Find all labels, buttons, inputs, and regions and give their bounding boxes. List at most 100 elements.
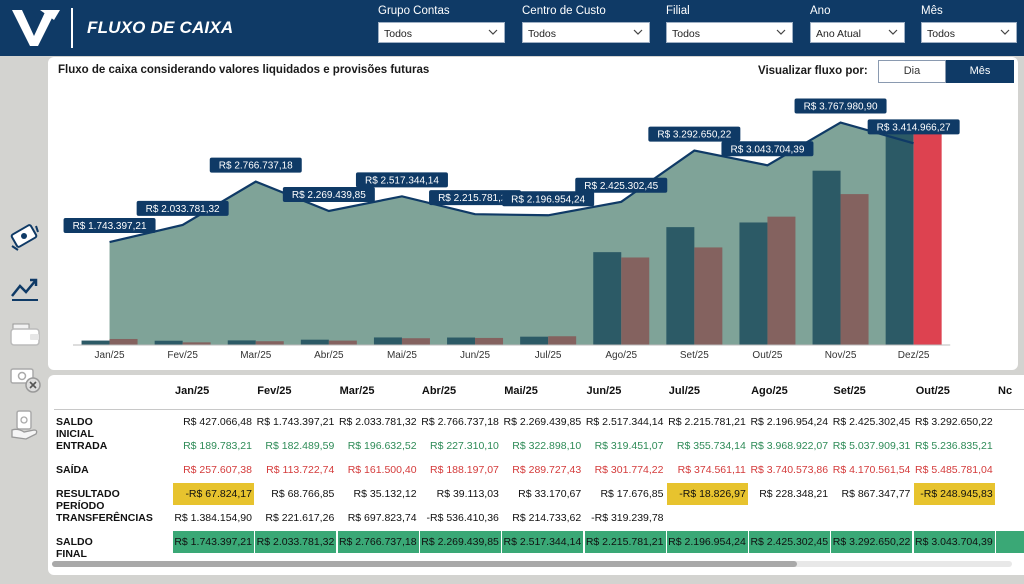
- table-cell: R$ 4.170.561,54: [832, 464, 911, 476]
- point-label-text: R$ 2.766.737,18: [219, 161, 293, 172]
- x-tick-label: Ago/25: [605, 350, 637, 361]
- column-header: Jul/25: [668, 385, 700, 397]
- table-cell: R$ 5.485.781,04: [915, 464, 993, 476]
- point-label-box: [575, 177, 668, 193]
- table-cell: R$ 5.037.909,31: [832, 440, 911, 452]
- table-cell: R$ 2.766.737,18: [421, 416, 499, 428]
- point-label: R$ 2.196.954,24: [502, 191, 595, 207]
- entrada-bar: [812, 170, 841, 345]
- table-cell: -R$ 319.239,78: [591, 512, 664, 524]
- chevron-down-icon: [488, 29, 498, 35]
- table-cell: [831, 507, 912, 529]
- table-cell: R$ 182.489,59: [265, 440, 335, 452]
- table-cell: -R$ 536.410,36: [426, 512, 499, 524]
- column-header: Abr/25: [421, 385, 457, 397]
- column-header: Nc: [998, 385, 1013, 397]
- table-cell: R$ 196.632,52: [347, 440, 417, 452]
- filter-label: Ano: [810, 5, 831, 17]
- point-label: R$ 3.043.704,39: [721, 141, 814, 157]
- saida-bar: [328, 340, 357, 345]
- table-cell: R$ 33.170,67: [518, 488, 582, 500]
- wallet-icon[interactable]: [8, 316, 42, 350]
- row-label: SALDO FINAL: [56, 536, 93, 560]
- table-cell: R$ 188.197,07: [429, 464, 499, 476]
- table-cell: R$ 2.215.781,21: [668, 416, 746, 428]
- column-header: Mai/25: [504, 385, 538, 397]
- select-value: Todos: [672, 28, 701, 40]
- money-exchange-icon[interactable]: [8, 220, 42, 254]
- centro-custo-select[interactable]: Todos: [522, 22, 650, 43]
- table-cell: R$ 3: [996, 411, 1024, 433]
- cash-cancel-icon[interactable]: [8, 362, 42, 396]
- table-cell: R$ 39.113,03: [436, 488, 499, 500]
- cashflow-table: Jan/25 Fev/25 Mar/25 Abr/25 Mai/25 Jun/25 Jul/…: [48, 375, 1024, 575]
- toggle-mes-button[interactable]: Mês: [946, 60, 1014, 83]
- point-label-box: [794, 98, 887, 114]
- toggle-dia-button[interactable]: Dia: [878, 60, 946, 83]
- point-label-box: [63, 218, 156, 234]
- saida-bar: [109, 338, 138, 345]
- point-label-text: R$ 2.196.954,24: [511, 194, 585, 205]
- column-header: Out/25: [915, 385, 950, 397]
- filter-label: Filial: [666, 5, 690, 17]
- table-cell: R$ 2.269.439,85: [503, 416, 582, 428]
- table-cell: R$ 2.196.954,24: [666, 531, 748, 553]
- table-cell: R$ 2.425.302,45: [749, 531, 831, 553]
- filter-centro-custo: Centro de Custo Todos: [522, 5, 650, 43]
- trend-chart-icon[interactable]: [8, 270, 42, 304]
- point-label-box: [282, 186, 375, 202]
- column-header: Jan/25: [175, 385, 210, 397]
- table-cell: R$ 355.734,14: [676, 440, 746, 452]
- table-cell: R$ 289.727,43: [512, 464, 582, 476]
- point-label: R$ 2.766.737,18: [209, 157, 302, 173]
- point-label-text: R$ 2.269.439,85: [292, 190, 366, 201]
- row-label: SAÍDA: [56, 464, 89, 476]
- company-logo-icon: [12, 10, 60, 46]
- point-label: R$ 2.425.302,45: [575, 177, 668, 193]
- table-cell: [914, 507, 995, 529]
- table-cell: R$ 2.425.302,45: [832, 416, 911, 428]
- table-cell: R$ 5.236.835,21: [915, 440, 993, 452]
- table-cell: R$ 301.774,22: [594, 464, 664, 476]
- entrada-bar: [885, 123, 914, 345]
- point-label: R$ 2.517.344,14: [355, 172, 448, 188]
- table-cell: R$ 2.269.439,85: [419, 531, 501, 553]
- chevron-down-icon: [1000, 29, 1010, 35]
- money-hand-icon[interactable]: [8, 408, 42, 442]
- table-cell: R$ 7: [996, 435, 1024, 457]
- table-cell: R$ 227.310,10: [429, 440, 499, 452]
- x-tick-label: Mar/25: [240, 350, 272, 361]
- point-label-text: R$ 2.033.781,32: [146, 204, 220, 215]
- point-label-text: R$ 3.043.704,39: [730, 144, 804, 155]
- table-cell: R$ 1.743.397,21: [256, 416, 335, 428]
- logo-divider: [71, 8, 73, 48]
- table-cell: R$ 3.292.650,22: [915, 416, 993, 428]
- x-tick-label: Set/25: [680, 350, 709, 361]
- table-cell: R$ 113.722,74: [266, 464, 335, 476]
- point-label-text: R$ 2.425.302,45: [584, 181, 658, 192]
- x-tick-label: Jul/25: [535, 350, 562, 361]
- select-value: Todos: [927, 28, 956, 40]
- header-divider: [54, 409, 1024, 410]
- toggle-label: Visualizar fluxo por:: [758, 65, 868, 77]
- table-cell: R$ 2.215.781,21: [584, 531, 666, 553]
- ano-select[interactable]: Ano Atual: [810, 22, 905, 43]
- scrollbar-thumb[interactable]: [52, 561, 797, 567]
- table-cell: R$ 228.348,21: [759, 488, 829, 500]
- x-tick-label: Fev/25: [167, 350, 198, 361]
- table-cell: R$ 697.823,74: [347, 512, 417, 524]
- x-tick-label: Dez/25: [898, 350, 930, 361]
- filter-filial: Filial Todos: [666, 5, 793, 43]
- row-label: SALDO INICIAL: [56, 416, 94, 440]
- mes-select[interactable]: Todos: [921, 22, 1017, 43]
- saida-bar: [548, 336, 577, 345]
- table-cell: R$ 2.033.781,32: [338, 416, 417, 428]
- cashflow-chart-card: Jan/25 Fev/25 Mar/25 Abr/25 Mai/25 Jun/25 Jul/…: [48, 57, 1018, 370]
- grupo-contas-select[interactable]: Todos: [378, 22, 505, 43]
- table-cell: R$: [996, 483, 1024, 505]
- table-cell: R$ 161.500,40: [347, 464, 417, 476]
- filial-select[interactable]: Todos: [666, 22, 793, 43]
- table-cell: R$ 2.766.737,18: [337, 531, 419, 553]
- table-cell: R$ 2.033.781,32: [255, 531, 337, 553]
- table-cell: R$ 35.132,12: [353, 488, 417, 500]
